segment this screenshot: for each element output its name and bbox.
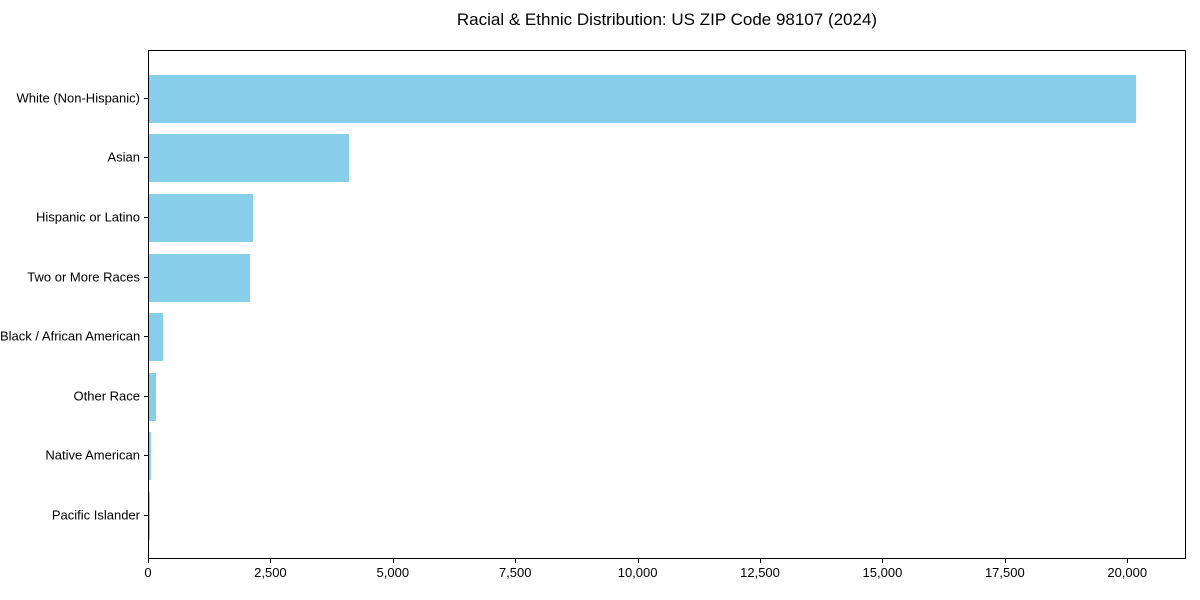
- x-tick-label: 15,000: [862, 565, 903, 580]
- x-tick-label: 10,000: [617, 565, 658, 580]
- x-tick-label: 2,500: [254, 565, 287, 580]
- y-tick-mark: [144, 514, 148, 516]
- category-label: Asian: [107, 149, 140, 165]
- bar: [149, 313, 163, 362]
- x-tick-label: 0: [144, 565, 152, 580]
- bar: [149, 432, 151, 481]
- y-tick-mark: [144, 455, 148, 457]
- x-tick-label: 12,500: [740, 565, 780, 580]
- x-tick-label: 5,000: [376, 565, 410, 580]
- category-label: Two or More Races: [27, 269, 140, 284]
- category-label: Black / African American: [0, 328, 141, 344]
- category-label: Pacific Islander: [51, 507, 140, 523]
- bar: [149, 193, 253, 242]
- y-tick-mark: [144, 395, 148, 397]
- x-tick-mark: [760, 559, 762, 563]
- x-tick-label: 20,000: [1107, 565, 1148, 580]
- category-label: Native American: [45, 447, 140, 463]
- x-tick-mark: [148, 559, 149, 563]
- bar: [149, 74, 1136, 123]
- y-tick-mark: [144, 97, 148, 99]
- plot-area: [148, 50, 1186, 559]
- category-label: Other Race: [73, 388, 140, 404]
- category-label: Hispanic or Latino: [35, 209, 140, 225]
- x-tick-mark: [392, 559, 394, 563]
- y-tick-mark: [144, 216, 148, 218]
- y-tick-mark: [144, 157, 148, 159]
- bar: [149, 253, 250, 302]
- chart-title: Racial & Ethnic Distribution: US ZIP Cod…: [456, 10, 878, 29]
- bar: [149, 372, 157, 421]
- x-tick-mark: [270, 559, 272, 563]
- bar: [149, 134, 349, 183]
- x-tick-label: 7,500: [498, 565, 532, 580]
- x-tick-mark: [637, 559, 639, 563]
- y-tick-mark: [144, 276, 148, 278]
- x-tick-mark: [1127, 559, 1129, 563]
- category-label: White (Non-Hispanic): [16, 90, 140, 106]
- x-tick-mark: [882, 559, 884, 563]
- y-tick-mark: [144, 336, 148, 338]
- x-tick-mark: [1004, 559, 1006, 563]
- x-tick-mark: [515, 559, 517, 563]
- x-tick-label: 17,500: [984, 565, 1025, 580]
